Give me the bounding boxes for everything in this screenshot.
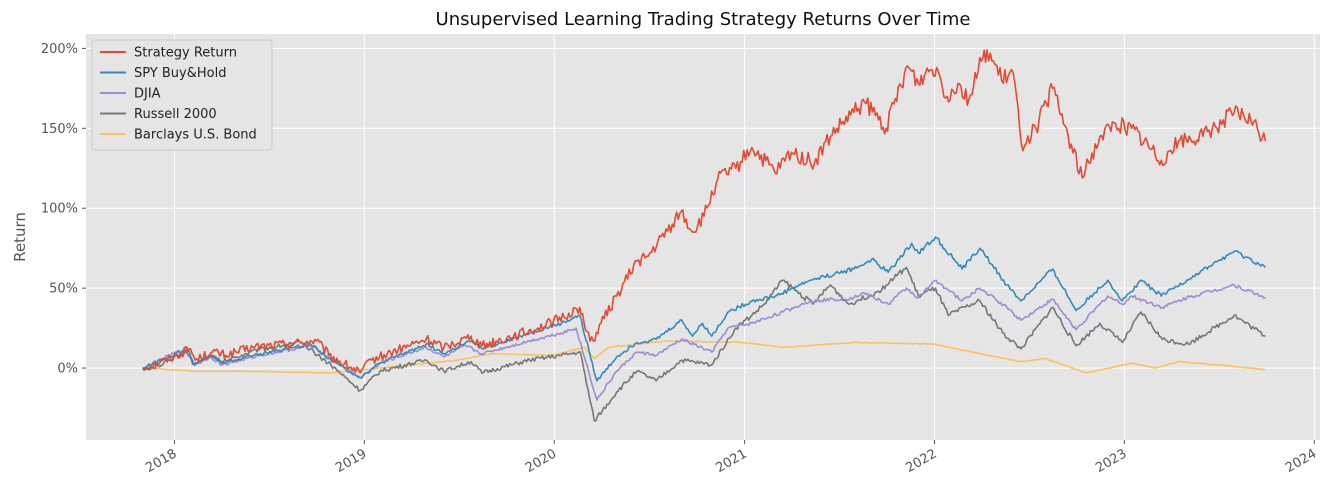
series-line-1: [142, 236, 1266, 382]
legend-label: Barclays U.S. Bond: [134, 128, 257, 143]
legend-label: Strategy Return: [134, 46, 237, 61]
legend-box: [91, 39, 273, 151]
series-lines: [142, 49, 1267, 422]
legend: Strategy Return SPY Buy&Hold DJIA Russell 2…: [91, 39, 273, 151]
y-tick-label: 100%: [41, 202, 78, 217]
y-tick-label: 150%: [41, 122, 78, 137]
legend-label: SPY Buy&Hold: [134, 66, 226, 81]
y-tick-labels: 0% 50% 100% 150% 200%: [41, 42, 86, 377]
chart-title: Unsupervised Learning Trading Strategy R…: [436, 9, 971, 30]
series-line-3: [142, 266, 1266, 422]
series-line-0: [142, 49, 1267, 374]
series-line-2: [142, 279, 1266, 401]
y-axis-label: Return: [11, 212, 29, 262]
legend-label: Russell 2000: [134, 107, 217, 122]
y-tick-label: 200%: [41, 42, 78, 57]
legend-label: DJIA: [134, 87, 161, 102]
y-tick-label: 0%: [57, 362, 78, 377]
y-tick-label: 50%: [49, 282, 78, 297]
series-line-4: [142, 340, 1266, 374]
